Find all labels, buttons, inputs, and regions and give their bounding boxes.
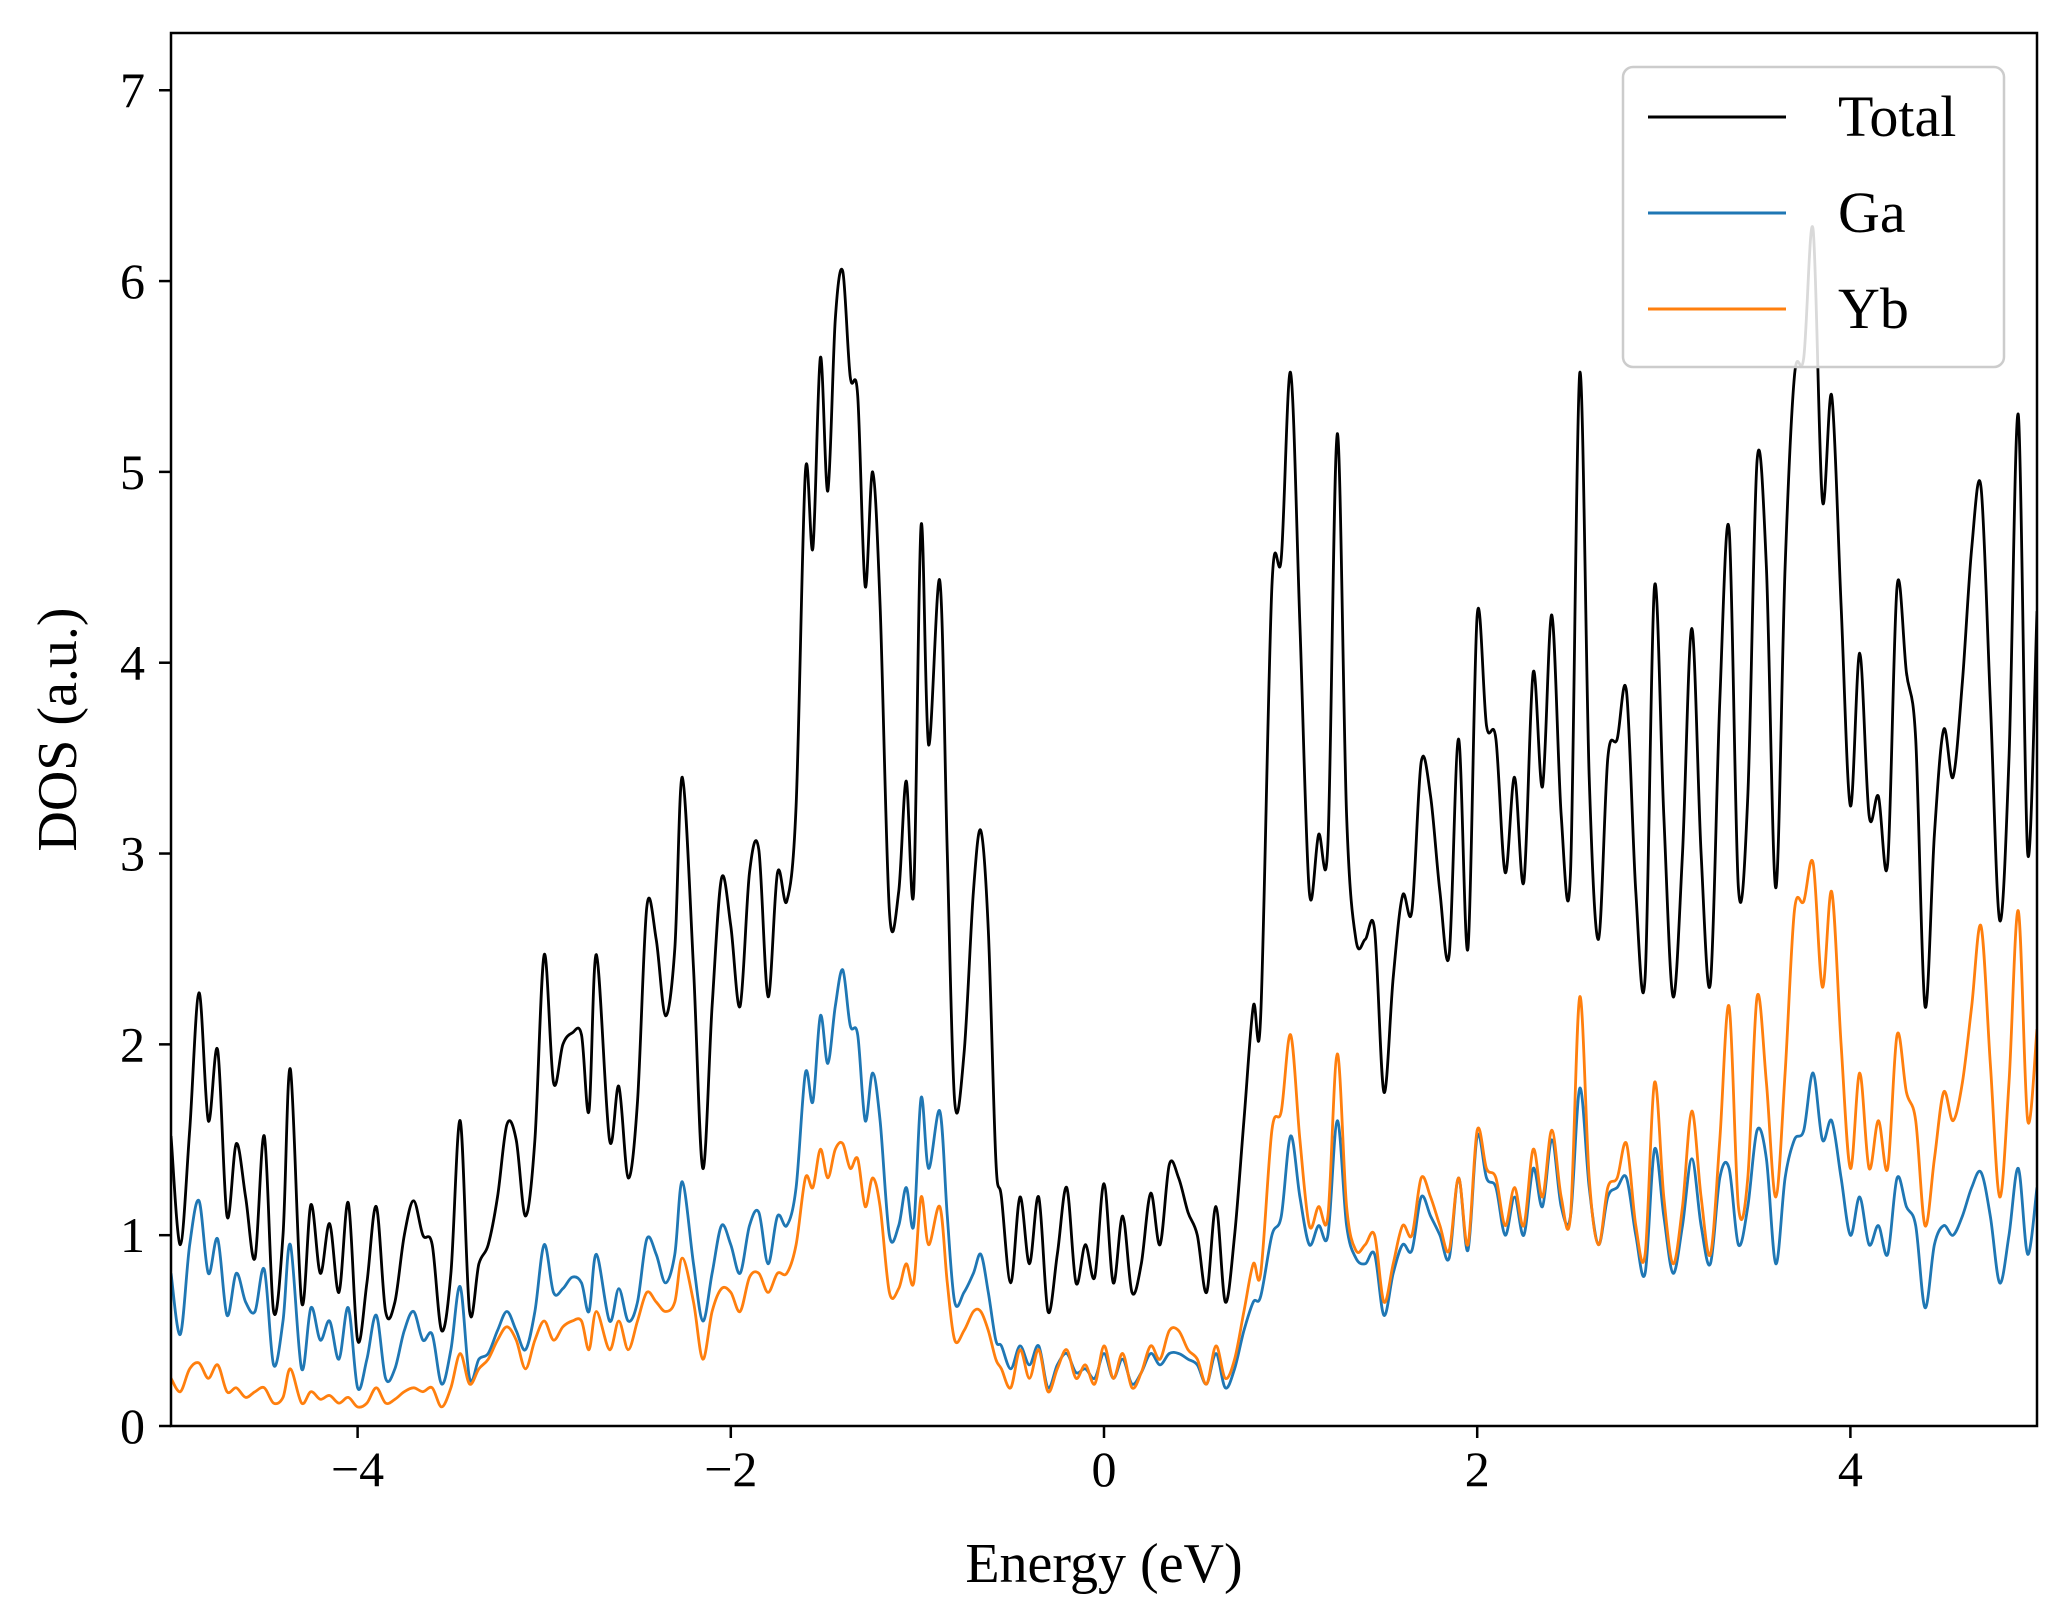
legend-label-total: Total xyxy=(1838,84,1956,149)
y-tick-label: 0 xyxy=(120,1398,145,1454)
series-layer xyxy=(171,225,2037,1409)
y-tick-label: 4 xyxy=(120,635,145,691)
series-line-total xyxy=(171,225,2037,1344)
y-tick-label: 5 xyxy=(120,444,145,500)
series-line-yb xyxy=(171,858,2037,1409)
legend-label-yb: Yb xyxy=(1838,276,1909,341)
legend-box xyxy=(1621,65,2006,369)
legend: Total Ga Yb xyxy=(1621,65,2006,369)
y-tick-label: 2 xyxy=(120,1016,145,1072)
x-tick-label: −4 xyxy=(331,1441,384,1497)
y-tick-label: 6 xyxy=(120,253,145,309)
x-axis: −4 −2 0 2 4 xyxy=(331,1426,1863,1497)
x-axis-label: Energy (eV) xyxy=(965,1533,1242,1595)
x-tick-label: 4 xyxy=(1838,1441,1863,1497)
legend-label-ga: Ga xyxy=(1838,180,1906,245)
y-axis: 0 1 2 3 4 5 6 7 xyxy=(120,62,171,1454)
x-tick-label: −2 xyxy=(704,1441,757,1497)
y-tick-label: 1 xyxy=(120,1207,145,1263)
series-line-ga xyxy=(171,968,2037,1391)
x-tick-label: 0 xyxy=(1092,1441,1117,1497)
y-tick-label: 3 xyxy=(120,826,145,882)
x-tick-label: 2 xyxy=(1465,1441,1490,1497)
y-axis-label: DOS (a.u.) xyxy=(27,607,89,851)
y-tick-label: 7 xyxy=(120,62,145,118)
